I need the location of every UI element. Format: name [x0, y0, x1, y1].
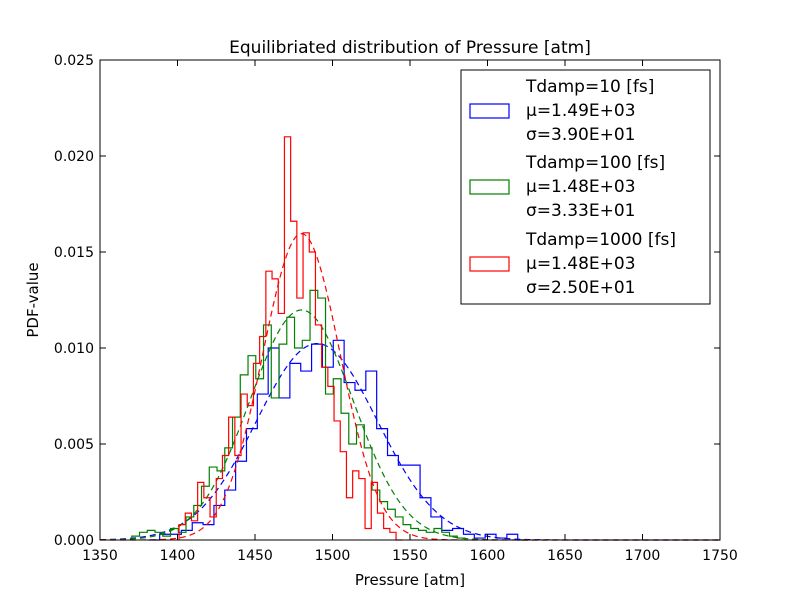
plot-frame — [99, 59, 721, 541]
legend-swatch-tdamp-1000 — [469, 256, 510, 272]
x-tick-label: 1350 — [82, 548, 118, 564]
x-tick-label: 1650 — [547, 548, 583, 564]
histogram-tdamp-1000-fs — [178, 136, 403, 541]
legend-sigma-tdamp-10: σ=3.90E+01 — [526, 125, 636, 145]
legend-mu-tdamp-10: μ=1.49E+03 — [526, 101, 636, 121]
x-tick-label: 1700 — [625, 548, 661, 564]
x-tick-label: 1450 — [237, 548, 273, 564]
legend-mu-tdamp-100: μ=1.48E+03 — [526, 177, 636, 197]
x-tick-label: 1600 — [470, 548, 506, 564]
legend-sigma-tdamp-1000: σ=2.50E+01 — [526, 278, 636, 298]
axis-ticks: 1350 1400 1450 1500 1550 1600 1650 1700 1750 0.00… — [54, 53, 738, 564]
legend-label-tdamp-1000: Tdamp=1000 [fs] — [525, 230, 676, 250]
chart-title: Equilibriated distribution of Pressure [… — [229, 38, 591, 58]
legend-label-tdamp-10: Tdamp=10 [fs] — [525, 77, 654, 97]
legend-sigma-tdamp-100: σ=3.33E+01 — [526, 201, 636, 221]
y-tick-label: 0.015 — [54, 245, 94, 261]
legend-mu-tdamp-1000: μ=1.48E+03 — [526, 254, 636, 274]
y-tick-label: 0.020 — [54, 149, 94, 165]
legend-swatch-tdamp-100 — [469, 179, 510, 195]
y-tick-label: 0.005 — [54, 437, 94, 453]
histogram-tdamp-100-fs — [131, 289, 466, 540]
x-tick-label: 1500 — [315, 548, 351, 564]
x-tick-label: 1400 — [160, 548, 196, 564]
x-axis-label: Pressure [atm] — [355, 571, 465, 589]
x-tick-label: 1750 — [702, 548, 738, 564]
y-tick-label: 0.010 — [54, 341, 94, 357]
legend-swatch-tdamp-10 — [469, 103, 510, 119]
y-tick-label: 0.025 — [54, 53, 94, 69]
legend-label-tdamp-100: Tdamp=100 [fs] — [525, 153, 665, 173]
y-tick-label: 0.000 — [54, 533, 94, 549]
legend-box — [460, 69, 711, 305]
legend: Tdamp=10 [fs] μ=1.49E+03 σ=3.90E+01 Tdam… — [460, 69, 711, 305]
y-axis-label: PDF-value — [24, 262, 42, 337]
x-tick-label: 1550 — [392, 548, 428, 564]
